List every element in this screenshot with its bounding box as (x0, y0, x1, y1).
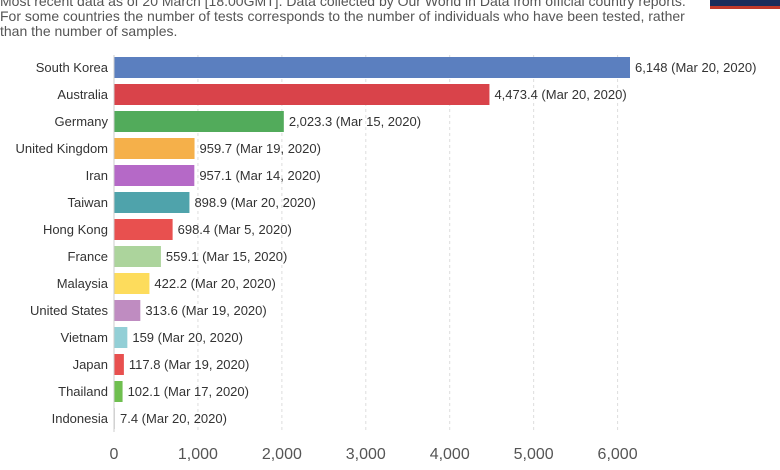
bar (114, 192, 190, 213)
bar (114, 57, 630, 78)
subtitle-line-2: For some countries the number of tests c… (0, 8, 685, 24)
value-label: 957.1 (Mar 14, 2020) (199, 168, 320, 183)
category-label: United States (30, 303, 109, 318)
bar (114, 354, 124, 375)
value-label: 422.2 (Mar 20, 2020) (154, 276, 275, 291)
bar (114, 165, 195, 186)
value-label: 959.7 (Mar 19, 2020) (200, 141, 321, 156)
category-label: Australia (57, 87, 108, 102)
category-label: Germany (55, 114, 109, 129)
x-tick-label: 1,000 (178, 446, 218, 463)
bar (114, 300, 141, 321)
category-label: Hong Kong (43, 222, 108, 237)
category-label: South Korea (36, 60, 109, 75)
subtitle-line-3: than the number of samples. (0, 23, 178, 39)
category-label: Iran (86, 168, 108, 183)
x-tick-label: 3,000 (346, 446, 386, 463)
bar (114, 219, 173, 240)
value-label: 159 (Mar 20, 2020) (132, 330, 243, 345)
bar (114, 138, 195, 159)
subtitle-line-1: Most recent data as of 20 March [18.00GM… (0, 0, 686, 9)
value-label: 898.9 (Mar 20, 2020) (194, 195, 315, 210)
chart-subtitle: Most recent data as of 20 March [18.00GM… (0, 0, 700, 39)
value-label: 7.4 (Mar 20, 2020) (120, 411, 227, 426)
value-label: 4,473.4 (Mar 20, 2020) (494, 87, 626, 102)
x-tick-label: 0 (110, 446, 119, 463)
value-label: 698.4 (Mar 5, 2020) (178, 222, 292, 237)
x-tick-label: 6,000 (598, 446, 638, 463)
bar (114, 327, 128, 348)
x-tick-label: 2,000 (262, 446, 302, 463)
bar (114, 381, 123, 402)
category-label: Malaysia (57, 276, 109, 291)
bar (114, 84, 490, 105)
category-label: Taiwan (68, 195, 108, 210)
value-label: 117.8 (Mar 19, 2020) (129, 357, 249, 372)
category-label: Japan (73, 357, 108, 372)
category-label: Indonesia (52, 411, 109, 426)
bar (114, 273, 150, 294)
category-label: Thailand (58, 384, 108, 399)
category-label: Vietnam (61, 330, 108, 345)
bar (114, 246, 161, 267)
value-label: 102.1 (Mar 17, 2020) (128, 384, 249, 399)
value-label: 2,023.3 (Mar 15, 2020) (289, 114, 421, 129)
x-tick-label: 5,000 (514, 446, 554, 463)
category-label: France (68, 249, 108, 264)
value-label: 313.6 (Mar 19, 2020) (145, 303, 266, 318)
category-label: United Kingdom (16, 141, 109, 156)
value-label: 6,148 (Mar 20, 2020) (635, 60, 756, 75)
value-label: 559.1 (Mar 15, 2020) (166, 249, 287, 264)
owid-logo (710, 0, 780, 9)
bar (114, 111, 284, 132)
x-tick-label: 4,000 (430, 446, 470, 463)
